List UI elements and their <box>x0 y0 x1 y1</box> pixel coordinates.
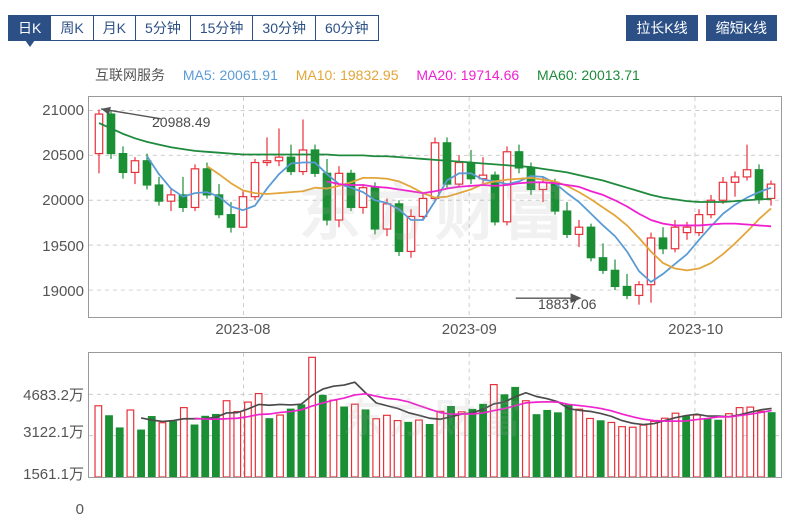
price-y-tick-label: 19500 <box>42 237 84 255</box>
volume-chart-panel[interactable]: 东方财富 <box>88 352 782 478</box>
kline-action-group: 拉长K线 缩短K线 <box>626 15 777 41</box>
legend-ma20: MA20: 19714.66 <box>416 67 520 83</box>
price-y-tick-label: 20500 <box>42 146 84 164</box>
volume-y-tick-label: 3122.1万 <box>23 424 84 441</box>
lengthen-kline-button[interactable]: 拉长K线 <box>626 15 698 41</box>
low-price-annotation: 18837.06 <box>538 297 596 311</box>
high-price-annotation: 20988.49 <box>152 115 210 129</box>
period-tab-label: 30分钟 <box>262 20 306 36</box>
action-button-label: 拉长K线 <box>636 20 688 36</box>
period-tab-label: 月K <box>102 20 127 36</box>
high-price-value: 20988.49 <box>152 114 211 130</box>
price-y-tick-label: 20000 <box>42 192 84 210</box>
volume-y-axis: 4683.2万 3122.1万 1561.1万 0 <box>0 387 84 517</box>
low-price-value: 18837.06 <box>538 296 597 312</box>
price-y-axis: 21000 20500 20000 19500 19000 <box>0 96 84 318</box>
period-tab-5[interactable]: 30分钟 <box>253 16 316 40</box>
volume-y-tick-label: 1561.1万 <box>23 465 84 483</box>
legend-ma5: MA5: 20061.91 <box>182 67 278 83</box>
period-tab-label: 15分钟 <box>199 20 244 36</box>
volume-chart-svg[interactable] <box>89 353 781 477</box>
shorten-kline-button[interactable]: 缩短K线 <box>705 15 777 41</box>
volume-y-tick-label: 0 <box>75 501 84 518</box>
period-tab-group: 日K 周K 月K 5分钟 15分钟 30分钟 60分钟 <box>8 15 379 47</box>
x-axis-tick-label: 2023-09 <box>441 321 497 338</box>
active-tab-caret-icon <box>24 40 35 47</box>
price-chart-svg[interactable] <box>89 97 781 317</box>
x-axis-tick-label: 2023-10 <box>668 321 724 338</box>
period-tab-label: 周K <box>60 20 84 36</box>
period-tab-2[interactable]: 月K <box>93 16 137 40</box>
legend-ma60: MA60: 20013.71 <box>537 67 640 83</box>
price-y-tick-label: 19000 <box>42 282 84 300</box>
x-axis-tick-label: 2023-08 <box>215 321 271 338</box>
period-tab-label: 60分钟 <box>324 20 369 36</box>
period-tab-label: 日K <box>18 20 42 36</box>
legend-instrument-name: 互联网服务 <box>95 67 165 83</box>
period-tab-label: 5分钟 <box>145 20 181 36</box>
price-legend: 互联网服务 MA5: 20061.91 MA10: 19832.95 MA20:… <box>95 68 654 82</box>
chart-toolbar: 日K 周K 月K 5分钟 15分钟 30分钟 60分钟 拉长K线 缩短K线 <box>0 0 787 54</box>
period-tab-3[interactable]: 5分钟 <box>136 16 191 40</box>
price-y-tick-label: 21000 <box>42 101 84 119</box>
action-button-label: 缩短K线 <box>715 20 767 36</box>
legend-ma10: MA10: 19832.95 <box>295 67 399 83</box>
period-tab-1[interactable]: 周K <box>51 16 94 40</box>
period-tab-0[interactable]: 日K <box>9 16 52 47</box>
volume-y-tick-label: 4683.2万 <box>23 387 84 404</box>
period-tab-4[interactable]: 15分钟 <box>190 16 254 40</box>
period-tab-6[interactable]: 60分钟 <box>315 16 378 40</box>
